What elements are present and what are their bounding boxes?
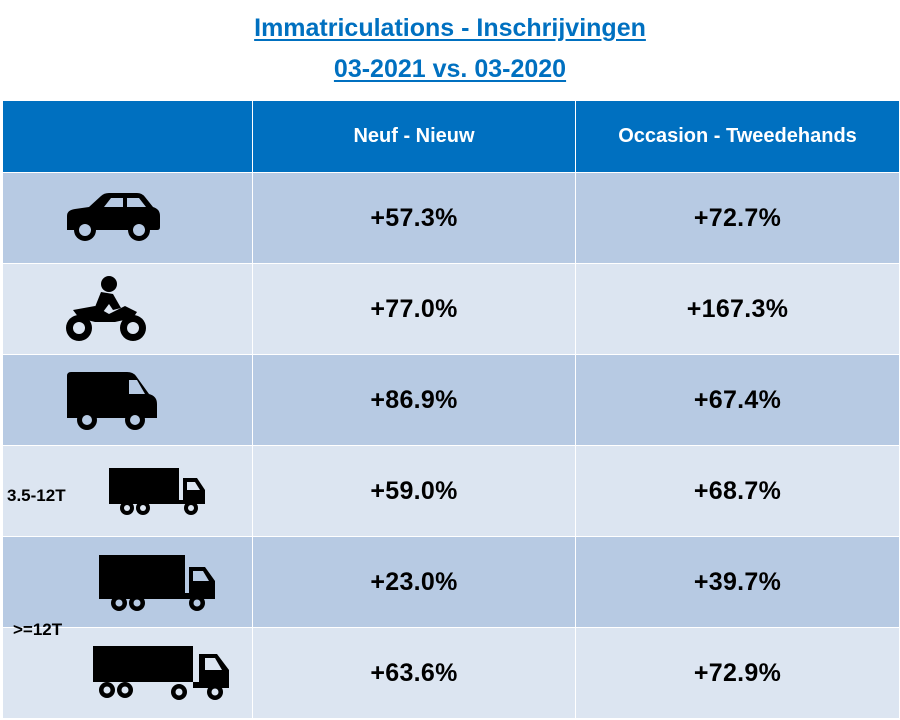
new-value: +59.0%: [252, 445, 576, 537]
vehicle-cell: [2, 263, 253, 355]
header-vehicle-type: [2, 100, 253, 173]
car-icon: [67, 193, 160, 241]
header-new: Neuf - Nieuw: [252, 100, 576, 173]
vehicle-cell: [2, 354, 253, 446]
motorcycle-icon: [66, 276, 146, 341]
trailer-truck-icon: [93, 646, 229, 700]
vehicle-cell: [2, 172, 253, 264]
van-icon: [67, 372, 157, 430]
table-row: +86.9% +67.4%: [2, 354, 900, 446]
new-value: +63.6%: [252, 627, 576, 719]
used-value: +72.7%: [575, 172, 900, 264]
vehicle-cell: 3.5-12T: [2, 445, 253, 537]
new-value: +86.9%: [252, 354, 576, 446]
used-value: +67.4%: [575, 354, 900, 446]
vehicle-cell: [2, 627, 253, 719]
used-value: +167.3%: [575, 263, 900, 355]
weight-class-label: 3.5-12T: [7, 486, 66, 505]
table-row: +57.3% +72.7%: [2, 172, 900, 264]
vehicle-cell: >=12T: [2, 536, 253, 639]
new-value: +23.0%: [252, 536, 576, 628]
used-value: +72.9%: [575, 627, 900, 719]
used-value: +68.7%: [575, 445, 900, 537]
new-value: +77.0%: [252, 263, 576, 355]
header-used: Occasion - Tweedehands: [575, 100, 900, 173]
table-row: >=12T +23.0% +39.7%: [2, 536, 900, 639]
table-row: 3.5-12T +59.0% +68.7%: [2, 445, 900, 537]
weight-class-label: >=12T: [13, 620, 63, 639]
table-row: +77.0% +167.3%: [2, 263, 900, 355]
truck-icon: [99, 555, 215, 611]
page-subtitle: 03-2021 vs. 03-2020: [333, 55, 567, 83]
small-truck-icon: [109, 468, 205, 515]
page-title: Immatriculations - Inschrijvingen: [254, 14, 646, 42]
new-value: +57.3%: [252, 172, 576, 264]
registrations-table: Neuf - Nieuw Occasion - Tweedehands +57.…: [2, 100, 900, 719]
table-row: +63.6% +72.9%: [2, 627, 900, 719]
used-value: +39.7%: [575, 536, 900, 628]
header-row: Neuf - Nieuw Occasion - Tweedehands: [2, 100, 900, 173]
